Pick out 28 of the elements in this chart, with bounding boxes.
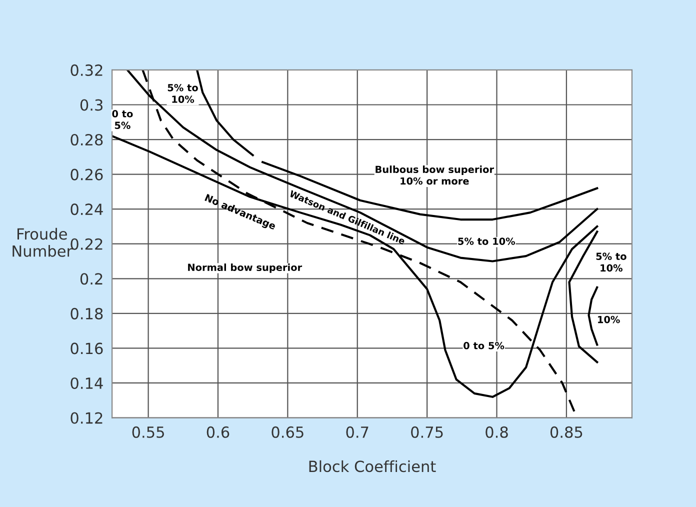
- annotation: 5% to 10%: [596, 252, 626, 272]
- y-tick-label: 0.26: [70, 168, 103, 180]
- x-tick-label: 0.55: [132, 426, 164, 438]
- x-axis-title: Block Coefficient: [309, 460, 436, 472]
- y-tick-label: 0.22: [70, 238, 102, 250]
- x-tick-label: 0.6: [206, 426, 230, 438]
- annotation: 0 to 5%: [464, 342, 504, 350]
- x-tick-label: 0.8: [486, 426, 508, 438]
- y-tick-label: 0.12: [70, 412, 102, 424]
- y-tick-label: 0.16: [70, 342, 103, 354]
- x-tick-label: 0.85: [550, 426, 582, 438]
- y-tick-label: 0.18: [70, 308, 103, 320]
- annotation: Normal bow superior: [188, 264, 302, 273]
- x-tick-label: 0.7: [346, 426, 368, 438]
- x-tick-label: 0.75: [411, 426, 443, 438]
- y-tick-label: 0.2: [80, 273, 102, 285]
- line-series: [588, 286, 598, 346]
- y-tick-label: 0.28: [70, 134, 103, 146]
- annotation: 0 to 5%: [112, 110, 133, 130]
- y-tick-label: 0.24: [70, 204, 103, 216]
- y-tick-label: 0.14: [70, 377, 103, 390]
- annotation: 10%: [598, 316, 620, 324]
- annotation: 5% to 10%: [458, 238, 516, 245]
- annotation: 5% to 10%: [168, 84, 198, 103]
- y-tick-label: 0.3: [80, 99, 102, 111]
- annotation: Bulbous bow superior 10% or more: [376, 166, 494, 185]
- y-tick-label: 0.32: [70, 64, 102, 76]
- x-tick-label: 0.65: [272, 426, 304, 438]
